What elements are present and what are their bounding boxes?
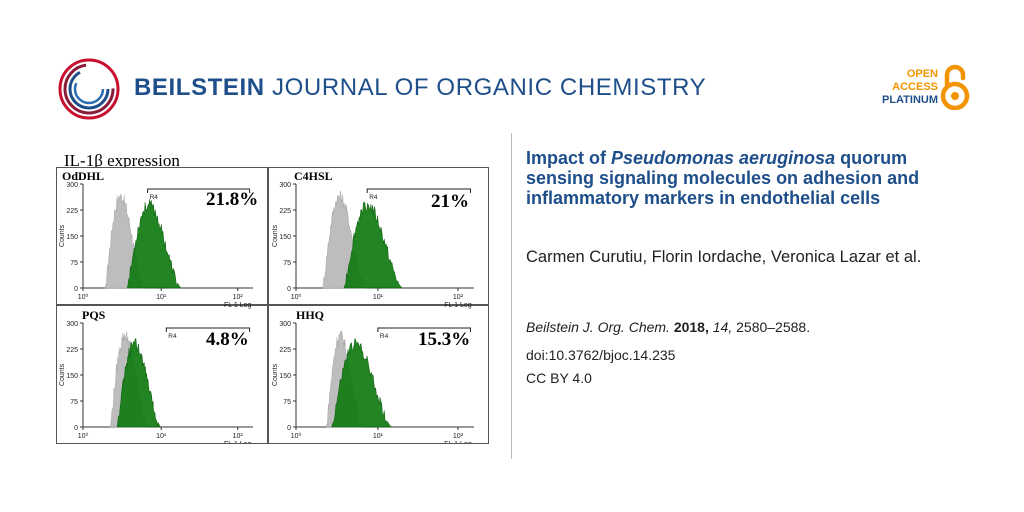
y-axis-label-p2: Counts <box>59 363 66 386</box>
y-tick-label-p1-3: 225 <box>279 208 291 215</box>
y-axis-label-p1: Counts <box>272 224 279 247</box>
y-tick-label-p1-0: 0 <box>287 286 291 293</box>
y-tick-label-p2-2: 150 <box>66 373 78 380</box>
x-tick-label-p1-2: 10² <box>453 294 464 301</box>
y-tick-label-p3-4: 300 <box>279 321 291 328</box>
citation-pages: 2580–2588. <box>736 319 811 335</box>
x-tick-label-p3-1: 10¹ <box>373 433 384 440</box>
x-tick-label-p1-0: 10⁰ <box>291 293 302 301</box>
citation-volume: 14, <box>712 319 733 335</box>
treated-histogram-p0 <box>126 199 182 289</box>
x-axis-label-p3: FL 1 Log <box>444 441 471 443</box>
article-doi[interactable]: doi:10.3762/bjoc.14.235 <box>526 347 676 363</box>
beilstein-ring-logo-icon <box>58 58 120 120</box>
x-tick-label-p2-2: 10² <box>233 433 244 440</box>
open-access-badge: OPEN ACCESS PLATINUM <box>864 68 938 107</box>
x-tick-label-p2-1: 10¹ <box>156 433 167 440</box>
y-tick-label-p0-0: 0 <box>74 286 78 293</box>
citation-year: 2018, <box>673 319 709 335</box>
journal-title[interactable]: BEILSTEIN JOURNAL OF ORGANIC CHEMISTRY <box>134 73 706 103</box>
x-tick-label-p3-2: 10² <box>453 433 464 440</box>
panel-percent-c4hsl: 21% <box>431 191 469 212</box>
y-tick-label-p2-3: 225 <box>66 347 78 354</box>
x-tick-label-p2-0: 10⁰ <box>78 432 89 440</box>
gate-label-p2: R4 <box>168 333 177 340</box>
y-tick-label-p3-3: 225 <box>279 347 291 354</box>
y-tick-label-p2-1: 75 <box>70 399 78 406</box>
y-tick-label-p0-3: 225 <box>66 208 78 215</box>
article-title-species: Pseudomonas aeruginosa <box>611 148 836 168</box>
article-title-part1: Impact of <box>526 148 612 168</box>
x-axis-label-p2: FL 1 Log <box>224 441 251 443</box>
article-citation: Beilstein J. Org. Chem. 2018, 14, 2580–2… <box>526 319 810 335</box>
panel-label-c4hsl: C4HSL <box>294 169 333 183</box>
treated-histogram-p1 <box>343 201 403 289</box>
x-tick-label-p1-1: 10¹ <box>373 294 384 301</box>
y-axis-label-p3: Counts <box>272 363 279 386</box>
article-title[interactable]: Impact of Pseudomonas aeruginosa quorum … <box>526 148 966 208</box>
y-tick-label-p3-2: 150 <box>279 373 291 380</box>
badge-line-platinum: PLATINUM <box>881 94 938 106</box>
treated-histogram-p3 <box>331 337 393 428</box>
treated-histogram-p2 <box>116 338 163 428</box>
y-tick-label-p3-0: 0 <box>287 425 291 432</box>
x-tick-label-p3-0: 10⁰ <box>291 432 302 440</box>
journal-name-bold: BEILSTEIN <box>134 74 265 101</box>
y-tick-label-p3-1: 75 <box>283 399 291 406</box>
gate-marker-p0 <box>147 188 251 193</box>
y-tick-label-p2-0: 0 <box>74 425 78 432</box>
panel-label-hhq: HHQ <box>296 308 325 322</box>
article-title-part2: quorum sensing signaling molecules on ad… <box>526 148 920 208</box>
x-tick-label-p0-0: 10⁰ <box>78 293 89 301</box>
x-axis-label-p0: FL 1 Log <box>224 302 251 309</box>
y-tick-label-p0-2: 150 <box>66 234 78 241</box>
figure-flow-cytometry: IL-1β expression 0 75 150 225 300 Counts 10⁰ 10… <box>56 151 489 444</box>
x-tick-label-p0-2: 10² <box>233 294 244 301</box>
journal-abbrev: Beilstein J. Org. Chem. <box>526 319 670 335</box>
journal-name-rest: JOURNAL OF ORGANIC CHEMISTRY <box>272 74 707 101</box>
article-authors: Carmen Curutiu, Florin Iordache, Veronic… <box>526 248 922 266</box>
open-lock-icon <box>940 64 970 110</box>
y-tick-label-p0-4: 300 <box>66 182 78 189</box>
x-axis-label-p1: FL 1 Log <box>444 302 471 309</box>
panel-percent-pqs: 4.8% <box>206 329 249 350</box>
y-tick-label-p1-1: 75 <box>283 260 291 267</box>
y-tick-label-p2-4: 300 <box>66 321 78 328</box>
panel-label-pqs: PQS <box>82 308 106 322</box>
panel-percent-hhq: 15.3% <box>418 329 471 350</box>
badge-line-access: ACCESS <box>892 81 938 93</box>
gate-label-p3: R4 <box>380 333 389 340</box>
y-tick-label-p0-1: 75 <box>70 260 78 267</box>
y-axis-label-p0: Counts <box>59 224 66 247</box>
gate-label-p0: R4 <box>150 194 159 201</box>
gate-label-p1: R4 <box>369 194 378 201</box>
vertical-divider <box>511 133 512 459</box>
article-license[interactable]: CC BY 4.0 <box>526 370 592 386</box>
gate-marker-p1 <box>366 188 471 193</box>
figure-title: IL-1β expression <box>64 151 180 170</box>
y-tick-label-p1-2: 150 <box>279 234 291 241</box>
panel-percent-odhdl: 21.8% <box>206 189 259 210</box>
gate-marker-p2 <box>165 327 251 332</box>
y-tick-label-p1-4: 300 <box>279 182 291 189</box>
badge-line-open: OPEN <box>906 68 938 80</box>
gate-marker-p3 <box>377 327 471 332</box>
x-tick-label-p0-1: 10¹ <box>156 294 167 301</box>
panel-label-odhdl: OdDHL <box>62 169 105 183</box>
